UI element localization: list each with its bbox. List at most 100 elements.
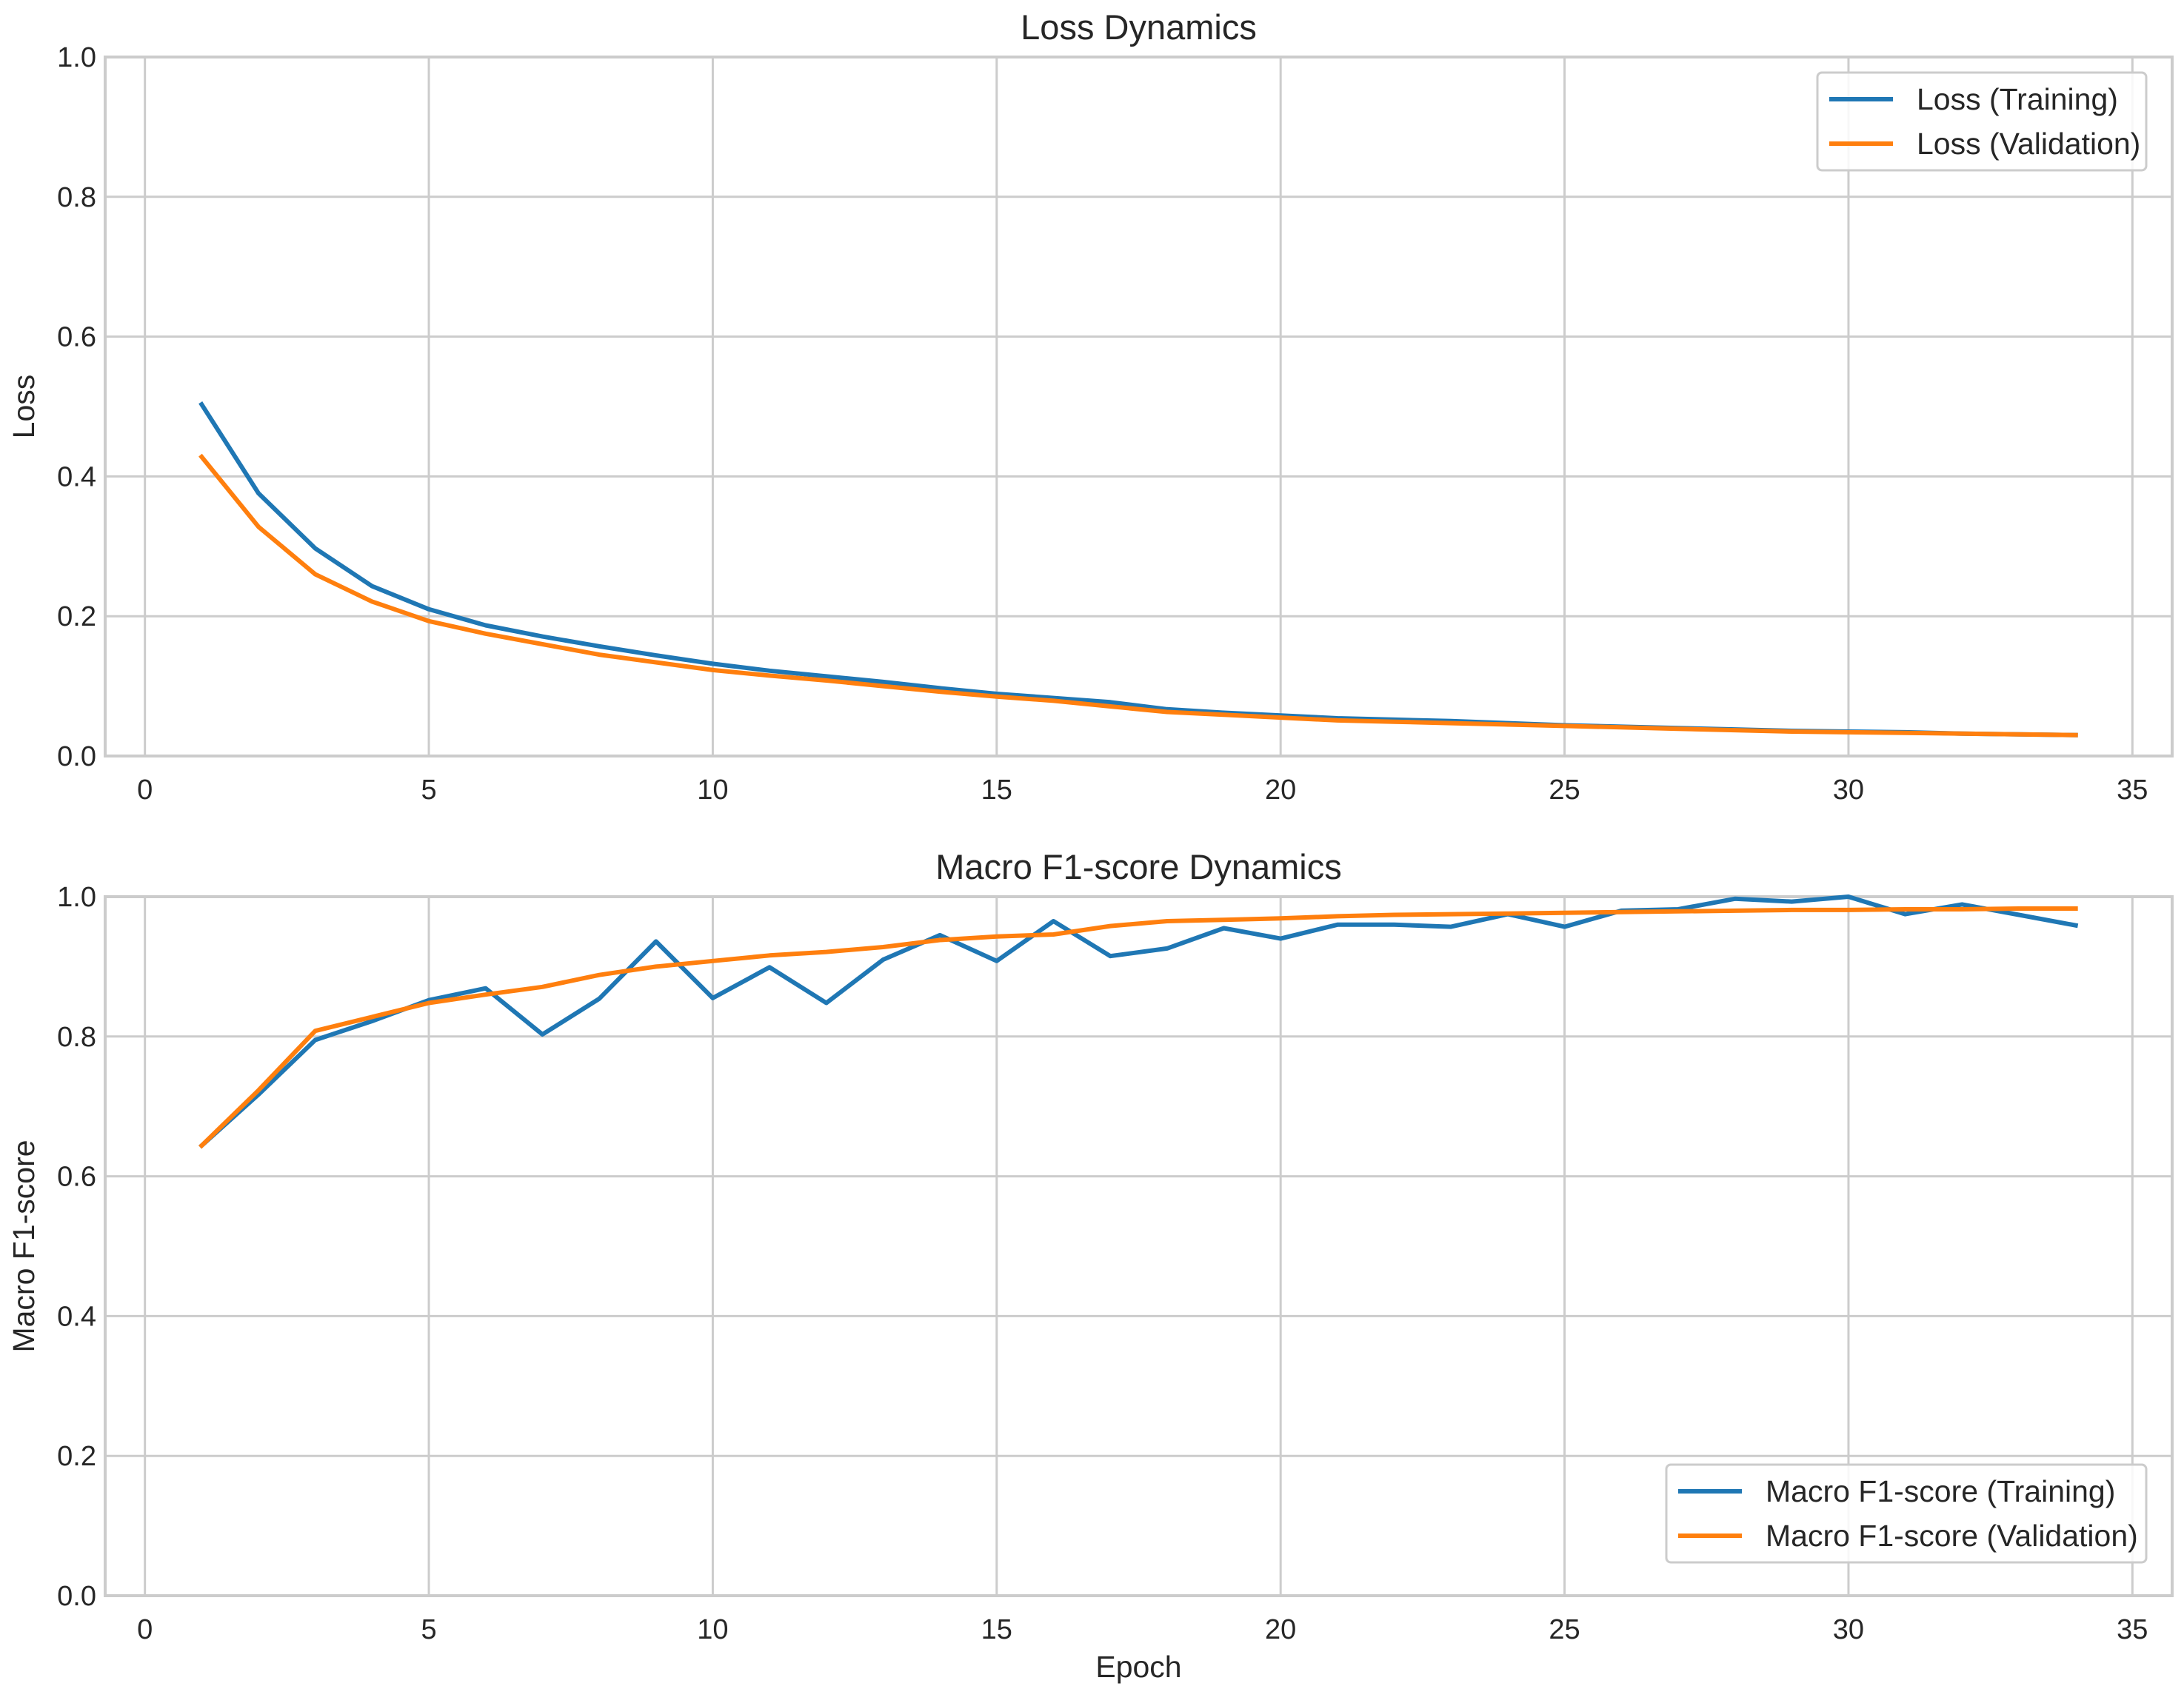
data-point <box>767 673 772 678</box>
data-point <box>654 660 658 665</box>
data-point <box>824 1000 829 1005</box>
data-point <box>1278 715 1283 720</box>
data-point <box>2074 923 2078 928</box>
x-tick-label: 10 <box>697 1614 728 1645</box>
series-validation <box>198 453 2078 738</box>
data-point <box>1335 718 1340 723</box>
data-point <box>484 623 488 627</box>
data-point <box>824 674 829 678</box>
data-point <box>1392 923 1397 927</box>
data-point <box>1335 914 1340 918</box>
data-point <box>1449 912 1453 917</box>
legend: Loss (Training) Loss (Validation) <box>1816 71 2148 172</box>
plot-frame <box>104 895 2174 1597</box>
x-tick-label: 20 <box>1265 1614 1296 1645</box>
data-point <box>710 661 715 666</box>
data-point <box>1960 902 1964 906</box>
data-point <box>1278 916 1283 920</box>
data-point <box>1676 726 1680 731</box>
data-point <box>881 684 885 689</box>
f1-chart-panel: 0 5 10 15 20 25 30 35 0.0 0.2 0.4 0.6 0.8 1.0 Macro F1… <box>7 847 2174 1684</box>
chart-title: Macro F1-score Dynamics <box>935 847 1341 886</box>
data-point <box>1051 932 1055 937</box>
data-point <box>1449 925 1453 929</box>
data-point <box>1165 710 1169 715</box>
y-tick-label: 1.0 <box>57 882 96 913</box>
y-tick-label: 0.2 <box>57 1441 96 1472</box>
data-point <box>313 572 318 577</box>
data-point <box>2017 732 2021 737</box>
data-point <box>995 695 999 699</box>
data-point <box>1789 900 1794 904</box>
data-point <box>1789 729 1794 734</box>
data-point <box>370 599 374 603</box>
series-line <box>198 906 2078 1149</box>
y-tick-label: 0.6 <box>57 322 96 353</box>
data-point <box>1392 720 1397 724</box>
legend-label: Loss (Validation) <box>1917 127 2140 161</box>
legend: Macro F1-score (Training) Macro F1-score … <box>1665 1463 2148 1564</box>
data-point <box>427 1000 431 1005</box>
y-tick-label: 0.4 <box>57 461 96 492</box>
data-point <box>1392 913 1397 917</box>
data-point <box>1335 923 1340 927</box>
data-point <box>1108 924 1112 929</box>
y-tick-label: 0.2 <box>57 601 96 632</box>
data-point <box>1506 912 1510 916</box>
data-point <box>256 1088 261 1092</box>
chart-title: Loss Dynamics <box>1021 7 1257 47</box>
data-point <box>767 953 772 957</box>
data-point <box>540 635 544 639</box>
data-point <box>1051 698 1055 703</box>
legend-label: Loss (Training) <box>1917 82 2118 116</box>
y-tick-label: 0.6 <box>57 1162 96 1193</box>
data-point <box>1222 712 1226 717</box>
x-tick-label: 5 <box>421 775 436 806</box>
y-tick-label: 0.8 <box>57 1022 96 1053</box>
data-point <box>256 524 261 529</box>
data-point <box>824 950 829 954</box>
legend-label: Macro F1-score (Validation) <box>1766 1519 2138 1553</box>
data-point <box>1165 946 1169 951</box>
data-point <box>540 1032 544 1037</box>
x-tick-label: 25 <box>1549 1614 1580 1645</box>
data-point <box>710 959 715 963</box>
data-point <box>484 986 488 991</box>
x-tick-label: 20 <box>1265 775 1296 806</box>
series-line <box>198 453 2078 738</box>
data-point <box>1903 731 1908 735</box>
data-point <box>1449 721 1453 726</box>
data-point <box>1846 730 1851 735</box>
y-axis-label: Loss <box>7 375 41 439</box>
data-point <box>313 1038 318 1043</box>
x-tick-label: 10 <box>697 775 728 806</box>
data-point <box>1563 911 1567 915</box>
data-point <box>1960 732 1964 736</box>
data-point <box>1733 728 1737 732</box>
x-tick-label: 35 <box>2117 775 2148 806</box>
data-point <box>710 996 715 1000</box>
data-point <box>995 959 999 963</box>
data-point <box>2017 906 2021 911</box>
data-point <box>597 644 601 649</box>
data-point <box>484 992 488 997</box>
data-point <box>1619 725 1623 729</box>
data-point <box>199 455 204 459</box>
y-tick-label: 0.0 <box>57 741 96 772</box>
data-point <box>1733 897 1737 901</box>
data-point <box>1619 910 1623 914</box>
data-point <box>199 1143 204 1148</box>
data-point <box>938 938 942 943</box>
data-point <box>654 653 658 658</box>
y-tick-label: 1.0 <box>57 42 96 73</box>
data-point <box>313 546 318 551</box>
y-tick-label: 0.8 <box>57 182 96 213</box>
data-point <box>881 680 885 684</box>
legend-frame <box>1665 1463 2148 1564</box>
plot-frame <box>104 56 2174 757</box>
data-point <box>654 964 658 969</box>
data-point <box>1506 723 1510 727</box>
data-point <box>1108 954 1112 958</box>
data-point <box>427 607 431 612</box>
data-point <box>767 669 772 673</box>
